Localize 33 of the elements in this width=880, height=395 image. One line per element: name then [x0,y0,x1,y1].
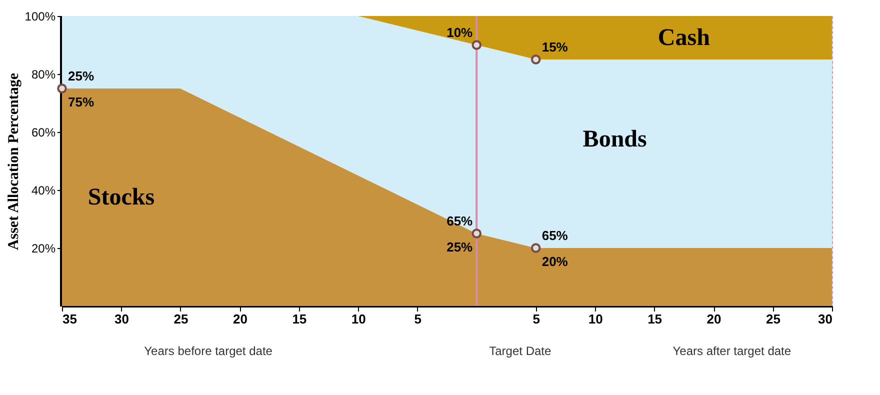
y-tick-label: 60% [31,126,56,140]
series-label: Bonds [582,126,647,152]
x-tick-label: 25 [766,312,781,326]
series-label: Stocks [88,184,155,210]
annotation: 65% [446,214,474,228]
x-tick-label: 30 [818,312,832,326]
annotation: 25% [446,240,474,254]
x-tick-label: 20 [232,312,248,326]
annotation: 25% [68,68,94,84]
annotation: 20% [542,254,568,269]
series-label: Cash [658,24,710,51]
text: Years after target date [672,344,792,358]
x-tick-label: 15 [292,312,307,326]
y-tick-label: 100% [24,10,56,24]
x-tick-label: 10 [588,312,603,326]
x-tick-label: 25 [174,312,188,326]
annotation: 15% [542,40,568,54]
y-tick-label: 40% [31,184,56,198]
text: Years before target date [144,344,273,358]
y-tick-label: 80% [31,68,56,82]
annotation: 10% [446,25,474,40]
annotation: 65% [542,228,568,243]
x-tick-label: 30 [114,312,129,326]
y-tick-label: 20% [31,242,56,256]
x-tick-label: 35 [62,312,77,326]
x-tick-label: 15 [648,312,662,326]
text: Target Date [489,344,552,358]
x-tick-label: 5 [414,312,422,326]
x-tick-label: 20 [706,312,722,326]
x-tick-label: 10 [351,312,366,326]
y-axis-title: Asset Allocation Percentage [6,72,22,250]
annotation: 75% [68,94,94,110]
x-tick-label: 5 [532,312,540,326]
